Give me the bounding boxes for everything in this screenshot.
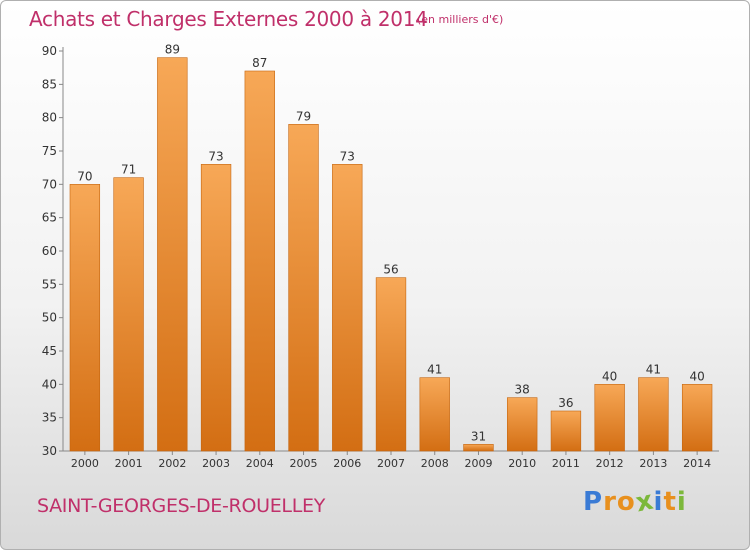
x-tick-label: 2004: [246, 457, 274, 470]
y-tick-label: 70: [42, 177, 57, 191]
x-tick-label: 2011: [552, 457, 580, 470]
logo-letter: t: [663, 487, 677, 517]
y-tick-label: 40: [42, 377, 57, 391]
bar-value-label: 70: [77, 169, 92, 183]
bar-value-label: 56: [383, 263, 398, 277]
bar-value-label: 36: [558, 396, 573, 410]
bar-value-label: 79: [296, 109, 311, 123]
x-tick-label: 2006: [333, 457, 361, 470]
place-name: SAINT-GEORGES-DE-ROUELLEY: [37, 495, 326, 517]
bars: 70 71 89 73 87 79 73 56 41 31 38 36 40 41 40: [69, 43, 713, 452]
x-tick-label: 2003: [202, 457, 230, 470]
bar-2008: [419, 377, 450, 452]
axes: 30 35 40 45 50 55 60 65 70 75 80 85 90 2000 2001 2002 20…: [42, 44, 719, 470]
bar-value-label: 31: [471, 429, 486, 443]
logo-letter: i: [676, 487, 687, 517]
logo-letter: i: [653, 487, 664, 517]
bar-value-label: 38: [515, 383, 530, 397]
bar-value-label: 87: [252, 56, 267, 70]
bar-value-label: 40: [689, 369, 704, 383]
y-tick-label: 50: [42, 311, 57, 325]
bar-2003: [200, 164, 232, 452]
y-tick-label: 90: [42, 44, 57, 58]
x-tick-label: 2005: [290, 457, 318, 470]
unit-note: (en milliers d'€): [417, 13, 504, 26]
y-tick-label: 35: [42, 411, 57, 425]
bar-2010: [507, 397, 538, 452]
bar-2006: [332, 164, 363, 452]
bar-2005: [288, 124, 319, 452]
bar-value-label: 73: [208, 149, 223, 163]
y-tick-label: 30: [42, 444, 57, 458]
bar-value-label: 41: [427, 363, 442, 377]
y-tick-label: 85: [42, 77, 57, 91]
x-tick-label: 2000: [71, 457, 99, 470]
logo-letter: r: [603, 487, 617, 517]
bar-value-label: 41: [646, 363, 661, 377]
bar-2001: [113, 177, 144, 452]
y-tick-label: 80: [42, 111, 57, 125]
bar-2007: [375, 277, 407, 452]
x-tick-label: 2008: [421, 457, 449, 470]
logo-letter: o: [616, 487, 636, 517]
bar-2014: [681, 384, 713, 452]
x-tick-label: 2009: [464, 457, 492, 470]
bar-2002: [157, 57, 188, 452]
bar-2004: [244, 70, 275, 452]
y-tick-label: 75: [42, 144, 57, 158]
x-tick-label: 2007: [377, 457, 405, 470]
chart-title: Achats et Charges Externes 2000 à 2014: [29, 7, 428, 31]
x-tick-label: 2012: [596, 457, 624, 470]
bar-value-label: 40: [602, 369, 617, 383]
proxiti-logo[interactable]: Proxiti: [583, 485, 687, 518]
bar-2013: [638, 377, 669, 452]
y-tick-label: 65: [42, 211, 57, 225]
y-tick-label: 55: [42, 277, 57, 291]
x-tick-label: 2002: [158, 457, 186, 470]
bar-2009: [463, 444, 494, 452]
y-tick-label: 60: [42, 244, 57, 258]
x-tick-label: 2010: [508, 457, 536, 470]
bar-value-label: 71: [121, 163, 136, 177]
bar-2000: [69, 184, 101, 452]
bar-2012: [594, 384, 625, 452]
logo-letter: P: [583, 487, 604, 517]
x-tick-label: 2014: [683, 457, 711, 470]
x-tick-label: 2013: [639, 457, 667, 470]
x-tick-label: 2001: [115, 457, 143, 470]
y-tick-label: 45: [42, 344, 57, 358]
bar-value-label: 89: [165, 43, 180, 57]
bar-value-label: 73: [340, 149, 355, 163]
bar-2011: [550, 410, 582, 452]
